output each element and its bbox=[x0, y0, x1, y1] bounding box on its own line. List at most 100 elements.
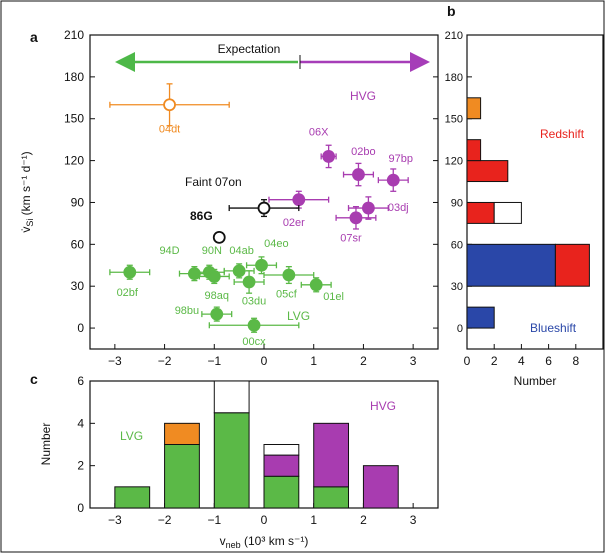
panel-a-points bbox=[109, 83, 409, 333]
point-marker bbox=[232, 264, 246, 278]
panel-a-xtick-label: −2 bbox=[158, 354, 172, 368]
data-point-98aq bbox=[198, 268, 230, 285]
panel-b-xlabel: Number bbox=[514, 374, 557, 388]
panel-b-ytick-label: 120 bbox=[445, 156, 463, 168]
histogram-bar-blue bbox=[466, 306, 495, 329]
panel-b: 0 30 60 90 120 150 180 210 0 2 4 6 8 Redshift Bluesh… bbox=[445, 30, 604, 388]
redshift-label: Redshift bbox=[540, 127, 585, 141]
point-marker bbox=[352, 168, 365, 181]
panel-a-ytick-label: 90 bbox=[71, 195, 85, 209]
panel-c-ylabel: Number bbox=[39, 423, 53, 466]
panel-a-ytick-label: 0 bbox=[77, 321, 84, 335]
panel-b-axes: 0 30 60 90 120 150 180 210 0 2 4 6 8 bbox=[445, 30, 580, 368]
panel-a-ytick-label: 180 bbox=[64, 70, 84, 84]
panel-a-ytick-label: 60 bbox=[71, 237, 85, 251]
point-label: 02er bbox=[283, 217, 305, 229]
panel-c-xtick-label: 1 bbox=[310, 513, 317, 527]
panel-a-xtick-label: 3 bbox=[410, 354, 417, 368]
point-marker bbox=[123, 265, 137, 279]
data-point-03du bbox=[233, 270, 265, 294]
faint-label: Faint 07on bbox=[185, 175, 242, 189]
blueshift-label: Blueshift bbox=[530, 321, 577, 335]
histogram-bar-hvg bbox=[313, 422, 350, 488]
panel-b-xtick-label: 6 bbox=[545, 354, 552, 368]
point-marker bbox=[212, 230, 226, 244]
panel-c-hvg-label: HVG bbox=[370, 399, 396, 413]
point-label: 05cf bbox=[276, 288, 298, 300]
point-marker bbox=[292, 193, 306, 207]
panel-c-label: c bbox=[30, 371, 38, 387]
panel-c-xtick-label: 3 bbox=[410, 513, 417, 527]
panel-c-xtick-label: 2 bbox=[360, 513, 367, 527]
point-label: 02bf bbox=[117, 287, 139, 299]
data-point-04dt bbox=[109, 83, 230, 127]
panel-a-ytick-label: 210 bbox=[64, 28, 84, 42]
point-label: 90N bbox=[202, 245, 222, 257]
panel-b-ytick-label: 180 bbox=[445, 72, 463, 84]
histogram-bar-red bbox=[466, 160, 509, 183]
panel-a-xtick-label: −1 bbox=[207, 354, 221, 368]
panel-a-label: a bbox=[30, 29, 38, 45]
panel-a-xtick-label: 0 bbox=[261, 354, 268, 368]
panel-c-ytick-label: 0 bbox=[77, 501, 84, 515]
histogram-bar-lvg bbox=[263, 475, 300, 509]
panel-b-ytick-label: 30 bbox=[451, 281, 463, 293]
point-label: 98aq bbox=[205, 290, 229, 302]
point-marker bbox=[187, 267, 201, 281]
data-point-04ab bbox=[223, 263, 255, 279]
point-label: 94D bbox=[159, 245, 179, 257]
panel-c: 0 2 4 6 −3 −2 −1 0 1 2 3 LVG HVG Number vneb (10³ … bbox=[39, 374, 439, 550]
point-label: 02bo bbox=[351, 146, 375, 158]
data-point-98bu bbox=[201, 306, 233, 322]
panel-c-xtick-label: −3 bbox=[108, 513, 122, 527]
lvg-label: LVG bbox=[287, 309, 310, 323]
panel-b-ytick-label: 210 bbox=[445, 30, 463, 42]
histogram-bar-lvg bbox=[313, 486, 350, 509]
point-marker bbox=[242, 275, 256, 289]
histogram-bar-white bbox=[493, 201, 522, 224]
data-point-02er bbox=[268, 190, 330, 209]
point-marker bbox=[210, 307, 224, 321]
panel-c-xtick-label: −2 bbox=[158, 513, 172, 527]
panel-a-axes: 0 30 60 90 120 150 180 210 −3 −2 −1 0 1 2 3 bbox=[64, 28, 438, 368]
panel-c-ytick-label: 2 bbox=[77, 459, 84, 473]
histogram-bar-red bbox=[466, 201, 495, 224]
histogram-bar-lvg bbox=[213, 412, 250, 509]
data-point-02bo bbox=[342, 162, 375, 187]
panel-a: 0 30 60 90 120 150 180 210 −3 −2 −1 0 1 2 3 v̇Si (km s… bbox=[19, 28, 439, 368]
point-marker bbox=[322, 150, 336, 163]
data-point-faint-07on bbox=[228, 199, 300, 218]
point-marker bbox=[257, 201, 271, 215]
point-marker bbox=[163, 98, 176, 112]
point-label: 03du bbox=[242, 295, 266, 307]
histogram-bar-white bbox=[213, 380, 250, 414]
panel-a-ytick-label: 120 bbox=[64, 154, 84, 168]
data-point-97bp bbox=[377, 168, 409, 192]
data-point-07sr bbox=[335, 206, 377, 230]
panel-c-xtick-label: −1 bbox=[207, 513, 221, 527]
histogram-bar-blue bbox=[466, 243, 556, 287]
panel-b-ytick-label: 150 bbox=[445, 114, 463, 126]
point-label: 04dt bbox=[159, 124, 180, 136]
data-point-86g bbox=[212, 230, 226, 244]
point-marker bbox=[309, 278, 323, 292]
panel-c-ytick-label: 6 bbox=[77, 374, 84, 388]
panel-a-ylabel: v̇Si (km s⁻¹ d⁻¹) bbox=[19, 151, 35, 232]
point-label: 06X bbox=[309, 126, 329, 138]
panel-b-ytick-label: 90 bbox=[451, 197, 463, 209]
panel-b-frame bbox=[466, 34, 604, 350]
histogram-bar-lvg bbox=[164, 444, 200, 509]
panel-c-bars bbox=[114, 380, 399, 509]
panel-a-ytick-label: 150 bbox=[64, 112, 84, 126]
panel-a-point-labels: 04dt 06X 02bo 97bp 02er 03dj 07sr 04eo 04ab 90N 94… bbox=[117, 124, 413, 348]
panel-b-xtick-label: 2 bbox=[491, 354, 498, 368]
data-point-00cx bbox=[208, 317, 300, 333]
panel-b-bars bbox=[466, 97, 590, 329]
point-label: 04eo bbox=[264, 238, 288, 250]
histogram-bar-white bbox=[263, 444, 300, 456]
point-label: 97bp bbox=[388, 153, 412, 165]
panel-b-ytick-label: 0 bbox=[457, 323, 463, 335]
panel-b-xtick-label: 4 bbox=[518, 354, 525, 368]
expectation-label: Expectation bbox=[218, 42, 281, 56]
